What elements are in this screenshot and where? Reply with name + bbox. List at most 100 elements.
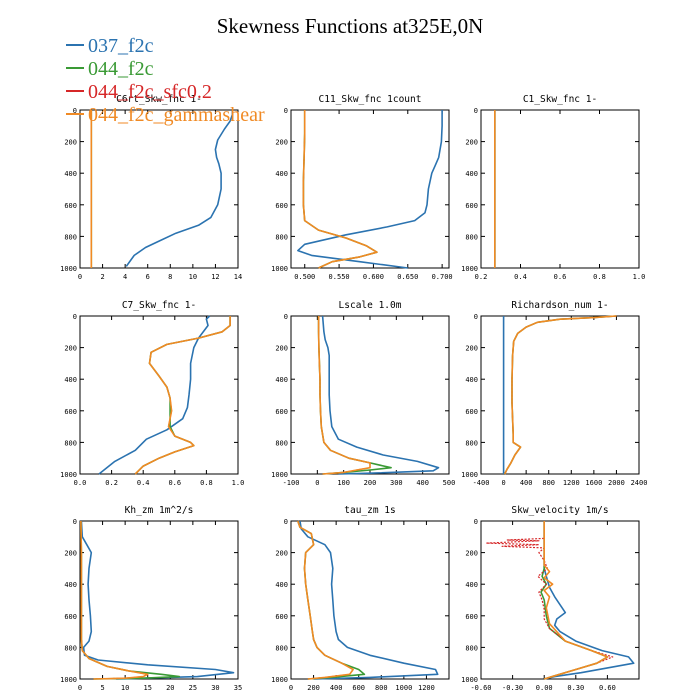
x-tick-label: 1200: [418, 684, 435, 692]
x-tick-label: 0.60: [599, 684, 616, 692]
y-tick-label: 1000: [461, 676, 478, 684]
subplot-title: Skw_velocity 1m/s: [511, 505, 608, 516]
y-tick-label: 400: [275, 581, 288, 589]
x-tick-label: 400: [330, 684, 343, 692]
x-tick-label: -400: [473, 479, 490, 487]
series-line-044_f2c_sfc0.2: [80, 520, 149, 680]
subplot-title: tau_zm 1s: [344, 505, 395, 516]
x-tick-label: 10: [121, 684, 129, 692]
subplot-title: C6rt_Skw_fnc 1-: [116, 94, 202, 105]
subplot: Skw_velocity 1m/s -0.60 -0.30 0.00 0.30 0.60 0…: [461, 505, 640, 692]
x-tick-label: 0.6: [168, 479, 181, 487]
y-tick-label: 200: [275, 345, 288, 353]
x-tick-label: 800: [375, 684, 388, 692]
x-tick-label: 0: [501, 479, 505, 487]
series-line-044_f2c_gammashear: [503, 315, 617, 475]
series-line-044_f2c_sfc0.2: [302, 110, 378, 269]
subplot: C6rt_Skw_fnc 1- 0 2 4 6 8 10 12 14 0 200 400 600 800 1…: [60, 94, 242, 281]
x-tick-label: 0.550: [329, 273, 350, 281]
y-tick-label: 400: [64, 581, 77, 589]
subplot: tau_zm 1s 0 200 400 600 800 1000 1200 0 200 400 600…: [271, 505, 450, 692]
subplot: Lscale 1.0m -100 0 100 200 300 400 500 0 200 400 60…: [271, 300, 455, 487]
x-tick-label: 1600: [585, 479, 602, 487]
subplot: C11_Skw_fnc 1count 0.500 0.550 0.600 0.650 0.…: [271, 94, 453, 281]
legend-label: 044_f2c_sfc0.2: [88, 81, 212, 103]
series-line-037_f2c: [80, 520, 235, 680]
subplot-title: Lscale 1.0m: [339, 300, 402, 311]
x-tick-label: 0.4: [514, 273, 527, 281]
x-tick-label: 10: [189, 273, 197, 281]
y-tick-label: 200: [64, 550, 77, 558]
series-line-044_f2c_gammashear: [302, 110, 378, 269]
legend-swatch: [66, 90, 84, 93]
y-tick-label: 400: [275, 170, 288, 178]
y-tick-label: 200: [64, 345, 77, 353]
plot-frame: [290, 520, 450, 680]
x-tick-label: 30: [211, 684, 219, 692]
plot-frame: [290, 109, 450, 269]
y-tick-label: 600: [465, 613, 478, 621]
y-tick-label: 1000: [60, 676, 77, 684]
y-tick-label: 600: [64, 408, 77, 416]
x-tick-label: 0: [78, 273, 82, 281]
series-line-044_f2c: [302, 110, 378, 269]
series-line-044_f2c_sfc0.2: [318, 316, 371, 475]
x-tick-label: 100: [337, 479, 350, 487]
y-tick-label: 800: [465, 439, 478, 447]
x-tick-label: 0.6: [554, 273, 567, 281]
x-tick-label: 0.8: [593, 273, 606, 281]
x-tick-label: 0.500: [294, 273, 315, 281]
x-tick-label: -0.60: [470, 684, 491, 692]
subplot-title: C11_Skw_fnc 1count: [319, 94, 422, 105]
legend-item: 044_f2c_gammashear: [66, 105, 265, 125]
legend-label: 037_f2c: [88, 35, 154, 57]
x-tick-label: 25: [189, 684, 197, 692]
y-tick-label: 800: [275, 439, 288, 447]
plot-frame: [79, 109, 239, 269]
subplot-title: C1_Skw_fnc 1-: [523, 94, 597, 105]
x-tick-label: 0.2: [475, 273, 488, 281]
legend-label: 044_f2c_gammashear: [88, 104, 265, 126]
y-tick-label: 0: [474, 107, 478, 115]
y-tick-label: 400: [64, 170, 77, 178]
x-tick-label: 0: [78, 684, 82, 692]
x-tick-label: 400: [416, 479, 429, 487]
subplot: C7_Skw_fnc 1- 0.0 0.2 0.4 0.6 0.8 1.0 0 200 400 60…: [60, 300, 244, 487]
y-tick-label: 0: [284, 518, 288, 526]
y-tick-label: 200: [465, 139, 478, 147]
y-tick-label: 400: [465, 376, 478, 384]
y-tick-label: 1000: [60, 471, 77, 479]
series-line-044_f2c_gammashear: [134, 316, 231, 475]
y-tick-label: 600: [64, 613, 77, 621]
series-line-044_f2c_gammashear: [297, 520, 354, 680]
legend-item: 044_f2c_sfc0.2: [66, 82, 212, 102]
subplot-title: Kh_zm 1m^2/s: [125, 505, 194, 516]
x-tick-label: 800: [542, 479, 555, 487]
series-line-037_f2c: [543, 521, 635, 680]
x-tick-label: 300: [390, 479, 403, 487]
x-tick-label: 5: [100, 684, 104, 692]
x-tick-label: 1.0: [232, 479, 245, 487]
y-tick-label: 0: [284, 313, 288, 321]
x-tick-label: 200: [307, 684, 320, 692]
x-tick-label: 14: [234, 273, 242, 281]
plot-frame: [79, 520, 239, 680]
y-tick-label: 0: [73, 518, 77, 526]
subplot: Richardson_num 1--400 0 400 800 1200 1600 2000…: [461, 300, 647, 487]
y-tick-label: 0: [284, 107, 288, 115]
series-line-044_f2c: [540, 521, 609, 680]
x-tick-label: 12: [211, 273, 219, 281]
y-tick-label: 800: [64, 644, 77, 652]
x-tick-label: 0.4: [137, 479, 150, 487]
subplot-title: C7_Skw_fnc 1-: [122, 300, 196, 311]
series-line-044_f2c_sfc0.2: [504, 315, 617, 475]
legend-swatch: [66, 67, 84, 70]
x-tick-label: 0: [289, 684, 293, 692]
x-tick-label: 1.0: [633, 273, 646, 281]
x-tick-label: 200: [364, 479, 377, 487]
y-tick-label: 1000: [461, 265, 478, 273]
series-line-044_f2c_sfc0.2: [134, 316, 231, 475]
y-tick-label: 200: [64, 139, 77, 147]
y-tick-label: 0: [73, 107, 77, 115]
y-tick-label: 400: [275, 376, 288, 384]
